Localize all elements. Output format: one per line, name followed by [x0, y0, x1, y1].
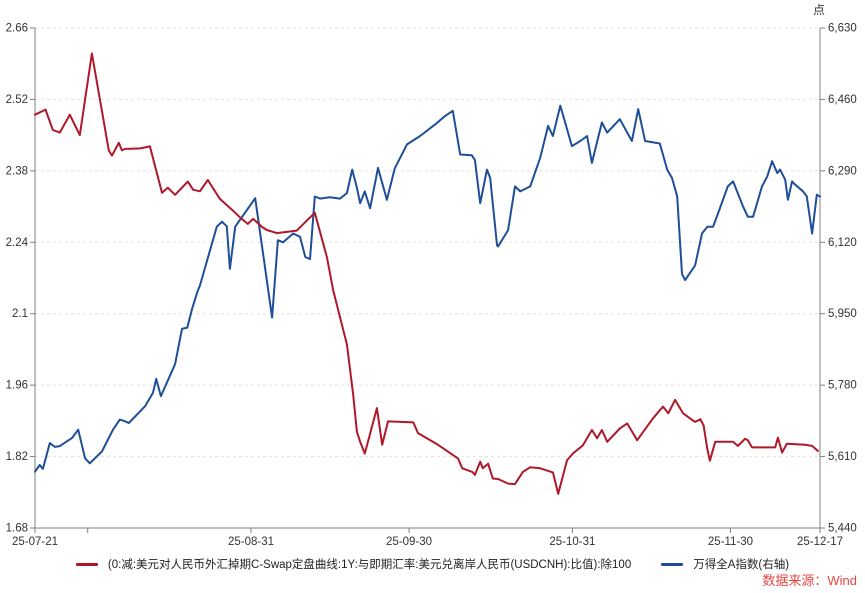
wind-all-a-index-line — [34, 104, 821, 473]
x-axis-label: 25-08-31 — [228, 536, 274, 548]
right-axis-label: 5,610 — [828, 451, 857, 463]
legend-label-wind-all-a-index: 万得全A指数(右轴) — [693, 559, 790, 571]
legend-swatch-red-line — [75, 562, 98, 566]
right-axis-label: 6,120 — [828, 237, 857, 249]
left-axis-label: 2.52 — [6, 94, 28, 106]
right-axis-label: 6,290 — [828, 165, 857, 177]
legend-swatch-blue-line — [661, 562, 684, 566]
left-axis-label: 2.66 — [6, 23, 28, 35]
x-axis-label: 25-07-21 — [12, 536, 58, 548]
legend-label-swap-curve: (0:减:美元对人民币外汇掉期C-Swap定盘曲线:1Y:与即期汇率:美元兑离岸… — [107, 559, 632, 571]
right-axis-label: 5,950 — [828, 308, 857, 320]
left-axis-label: 1.96 — [6, 380, 28, 392]
x-axis-label: 25-10-31 — [549, 536, 595, 548]
left-axis-label: 2.24 — [6, 237, 29, 249]
x-axis-label: 25-12-17 — [797, 536, 843, 548]
source-note: 数据来源：Wind — [762, 573, 857, 588]
right-axis-label: 5,440 — [828, 523, 857, 535]
right-axis-label: 6,630 — [828, 23, 857, 35]
right-axis-label: 6,460 — [828, 94, 857, 106]
left-axis-label: 1.82 — [6, 451, 28, 463]
left-axis-label: 2.1 — [12, 308, 28, 320]
left-axis-label: 1.68 — [6, 523, 28, 535]
x-axis-label: 25-11-30 — [708, 536, 753, 548]
left-axis-label: 2.38 — [6, 165, 28, 177]
right-axis-label: 5,780 — [828, 380, 857, 392]
x-axis-label: 25-09-30 — [386, 536, 432, 548]
swap-curve-line — [34, 52, 819, 495]
right-axis-unit-label: 点 — [813, 3, 825, 17]
legend: (0:减:美元对人民币外汇掉期C-Swap定盘曲线:1Y:与即期汇率:美元兑离岸… — [0, 554, 865, 574]
